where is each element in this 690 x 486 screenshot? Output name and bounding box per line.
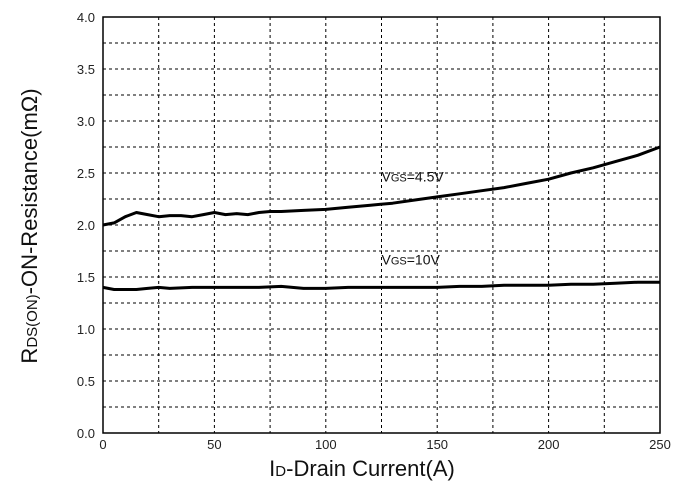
y-tick-label: 0.5 xyxy=(77,374,95,389)
series-label-vgs-4-5v: VGS=4.5V xyxy=(382,168,445,184)
y-axis-title: RDS(ON)-ON-Resistance(mΩ) xyxy=(17,88,42,363)
series-labels: VGS=4.5V VGS=10V xyxy=(382,168,445,267)
y-tick-label: 3.0 xyxy=(77,114,95,129)
grid xyxy=(103,17,660,433)
tick-labels: 0 50 100 150 200 250 0.0 0.5 1.0 1.5 2.0 2.5 3.0 3.5 4… xyxy=(77,10,671,452)
x-tick-label: 0 xyxy=(99,437,106,452)
y-tick-label: 2.5 xyxy=(77,166,95,181)
x-axis-title: ID-Drain Current(A) xyxy=(269,456,455,481)
series-label-vgs-10v: VGS=10V xyxy=(382,252,441,268)
y-tick-label: 4.0 xyxy=(77,10,95,25)
y-tick-label: 0.0 xyxy=(77,426,95,441)
y-tick-label: 1.5 xyxy=(77,270,95,285)
y-tick-label: 1.0 xyxy=(77,322,95,337)
x-tick-label: 250 xyxy=(649,437,671,452)
x-tick-label: 50 xyxy=(207,437,221,452)
series-line-vgs-4-5v xyxy=(102,145,661,227)
y-tick-label: 3.5 xyxy=(77,62,95,77)
x-tick-label: 150 xyxy=(426,437,448,452)
x-tick-label: 100 xyxy=(315,437,337,452)
x-tick-label: 200 xyxy=(538,437,560,452)
series-line-vgs-10v xyxy=(102,280,660,291)
y-tick-label: 2.0 xyxy=(77,218,95,233)
series-group xyxy=(102,145,661,291)
